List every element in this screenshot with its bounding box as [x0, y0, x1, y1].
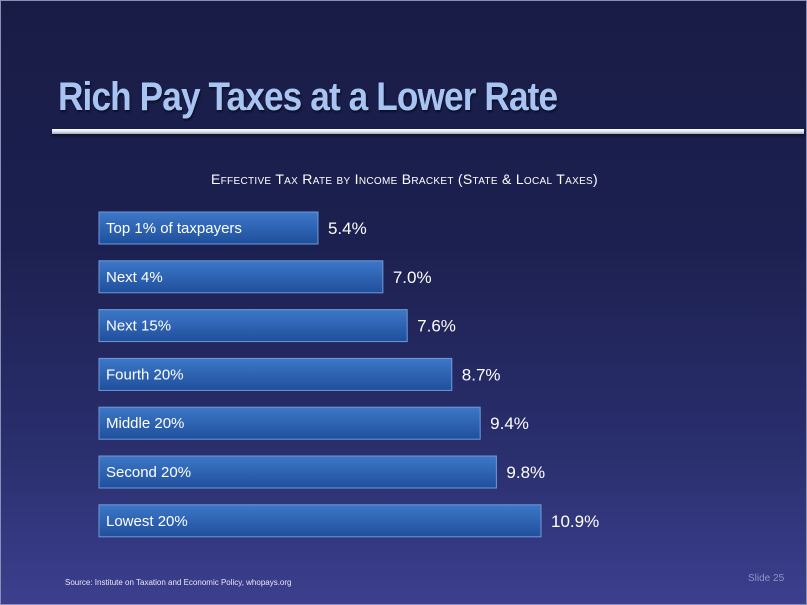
bar-value-label: 9.4%: [490, 414, 529, 433]
bar-category-label: Top 1% of taxpayers: [106, 220, 242, 237]
bar-category-label: Lowest 20%: [106, 513, 188, 530]
bar: [98, 211, 319, 245]
title-divider: [52, 129, 804, 134]
bar: [98, 504, 542, 538]
bar: [98, 406, 481, 440]
bar: [98, 357, 453, 391]
bar-value-label: 5.4%: [328, 219, 367, 238]
bar: [98, 455, 497, 489]
bar-value-label: 9.8%: [506, 463, 545, 482]
bar-category-label: Fourth 20%: [106, 366, 184, 383]
bar-category-label: Next 4%: [106, 269, 163, 286]
bar: [98, 260, 384, 294]
source-note: Source: Institute on Taxation and Econom…: [65, 578, 292, 587]
bar-series: Top 1% of taxpayers 5.4% Next 4% 7.0% Next 1…: [98, 211, 599, 538]
bar: [98, 309, 408, 343]
bar-value-label: 7.0%: [393, 268, 432, 287]
slide-title: Rich Pay Taxes at a Lower Rate: [58, 75, 558, 119]
bar-value-label: 10.9%: [551, 512, 599, 531]
bar-value-label: 8.7%: [462, 365, 501, 384]
bar-category-label: Second 20%: [106, 464, 191, 481]
bar-category-label: Middle 20%: [106, 415, 184, 432]
bar-value-label: 7.6%: [417, 317, 456, 336]
chart-title: Effective Tax Rate by Income Bracket (St…: [211, 171, 598, 187]
slide-number: Slide 25: [748, 573, 785, 584]
bar-category-label: Next 15%: [106, 318, 171, 335]
